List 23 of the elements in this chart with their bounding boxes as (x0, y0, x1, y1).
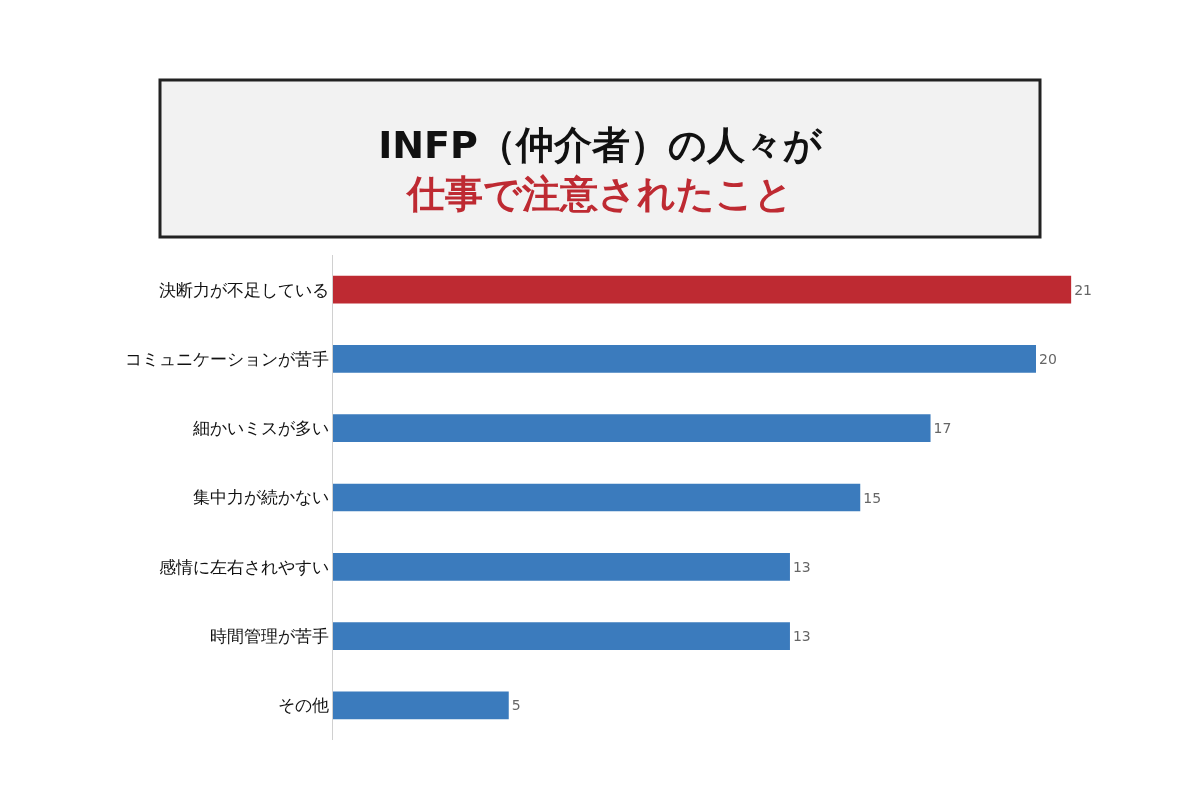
data-label: 20 (1039, 350, 1057, 367)
chart-subtitle: 仕事で注意されたこと (405, 172, 793, 217)
data-label: 17 (933, 420, 952, 437)
bar (333, 622, 790, 650)
y-tick-label: その他 (277, 695, 329, 716)
y-tick-label: 集中力が続かない (192, 487, 329, 508)
y-tick-label: 決断力が不足している (158, 279, 329, 300)
data-label: 21 (1074, 281, 1092, 298)
data-label: 15 (863, 489, 882, 506)
data-label: 5 (511, 697, 521, 714)
data-label: 13 (792, 628, 811, 645)
bar (333, 552, 790, 581)
bar (333, 414, 931, 443)
data-label: 13 (792, 558, 811, 575)
y-tick-label: コミュニケーションが苦手 (124, 348, 329, 369)
y-tick-label: 感情に左右されやすい (158, 556, 329, 577)
y-tick-label: 細かいミスが多い (191, 418, 329, 439)
chart-title: INFP（仲介者）の人々が (378, 123, 823, 167)
bar (333, 345, 1036, 373)
bar (333, 483, 861, 512)
bar (333, 691, 509, 720)
bar (333, 275, 1072, 304)
y-tick-label: 時間管理が苦手 (209, 626, 329, 647)
